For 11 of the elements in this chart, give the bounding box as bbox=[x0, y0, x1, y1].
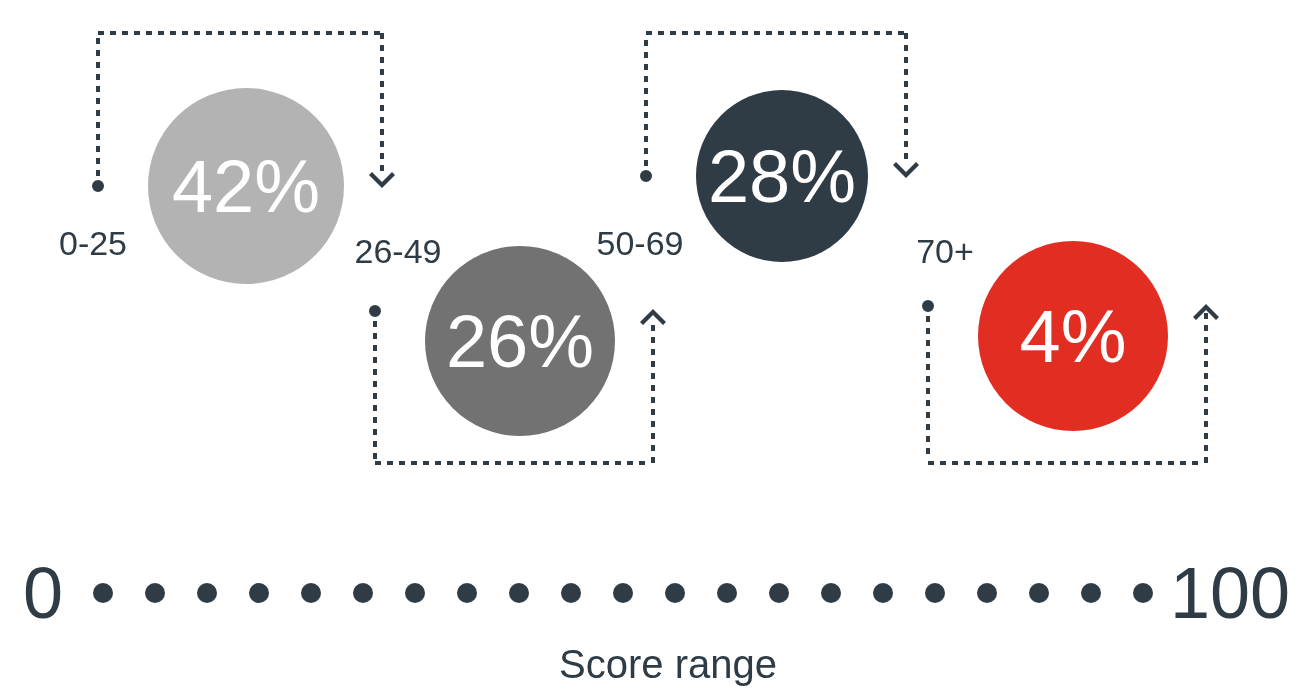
data-label: 4% bbox=[1019, 295, 1127, 378]
data-label: 26% bbox=[445, 300, 595, 383]
text: Score range bbox=[559, 642, 777, 686]
data-label: 28% bbox=[707, 135, 857, 218]
category-label: 70+ bbox=[916, 232, 974, 270]
category-label: 50-69 bbox=[596, 224, 684, 262]
data-label: 42% bbox=[171, 145, 321, 228]
text: 100 bbox=[1169, 553, 1291, 633]
category-label: 26-49 bbox=[354, 232, 442, 270]
category-label: 0-25 bbox=[58, 224, 128, 262]
text: 0 bbox=[22, 553, 64, 633]
